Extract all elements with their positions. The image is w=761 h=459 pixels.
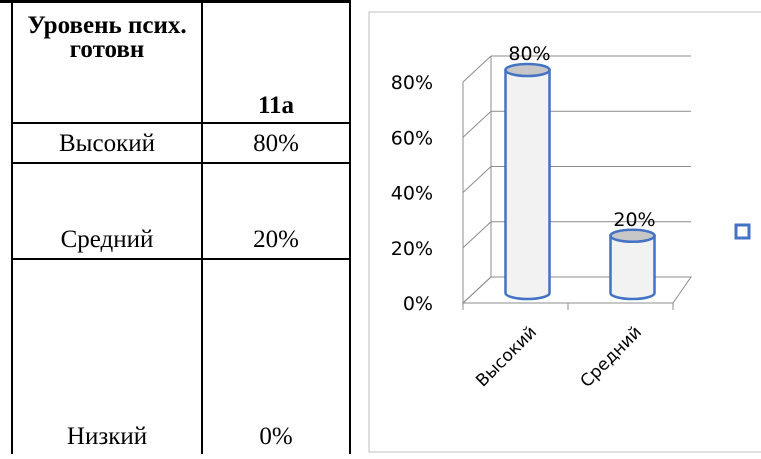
table-border-left [11, 0, 13, 454]
row-value: 20% [253, 226, 299, 253]
y-tick-label: 20% [391, 238, 433, 260]
bar-body [609, 234, 656, 301]
bar [504, 62, 551, 301]
chart-frame [368, 11, 761, 453]
row-level: Средний [60, 226, 154, 253]
bar [609, 228, 656, 301]
table-row-divider [11, 162, 351, 164]
bar-body [504, 68, 551, 301]
data-label: 20% [613, 209, 655, 231]
row-value: 80% [253, 130, 299, 157]
gridline-diagonal [462, 55, 492, 83]
row-value: 0% [259, 423, 293, 450]
table-row-divider [11, 122, 351, 124]
y-tick-label: 40% [391, 183, 433, 205]
y-tick-label: 0% [403, 293, 433, 315]
data-table: Уровень псих. готовн 11а Высокий 80% Сре… [0, 0, 351, 454]
table-column-divider [201, 0, 203, 454]
data-label: 80% [508, 43, 550, 65]
gridline-diagonal [462, 221, 492, 249]
y-tick-label: 80% [391, 72, 433, 94]
table-border-right [349, 0, 351, 454]
chart-container: 0% 20% 40% 60% 80% 80% Высокий 20% Средний [351, 0, 761, 454]
gridline-diagonal [462, 166, 492, 193]
legend-marker [734, 223, 751, 240]
header-class-label: 11а [257, 92, 295, 119]
row-level: Низкий [66, 423, 148, 450]
table-border-top [0, 0, 351, 3]
bar-top [609, 228, 656, 243]
gridline-diagonal [462, 110, 492, 138]
header-level-label: Уровень псих. готовн [27, 12, 187, 63]
bar-top [504, 62, 551, 78]
row-level: Высокий [59, 130, 155, 157]
table-row-divider [11, 258, 351, 260]
y-tick-label: 60% [391, 127, 433, 149]
